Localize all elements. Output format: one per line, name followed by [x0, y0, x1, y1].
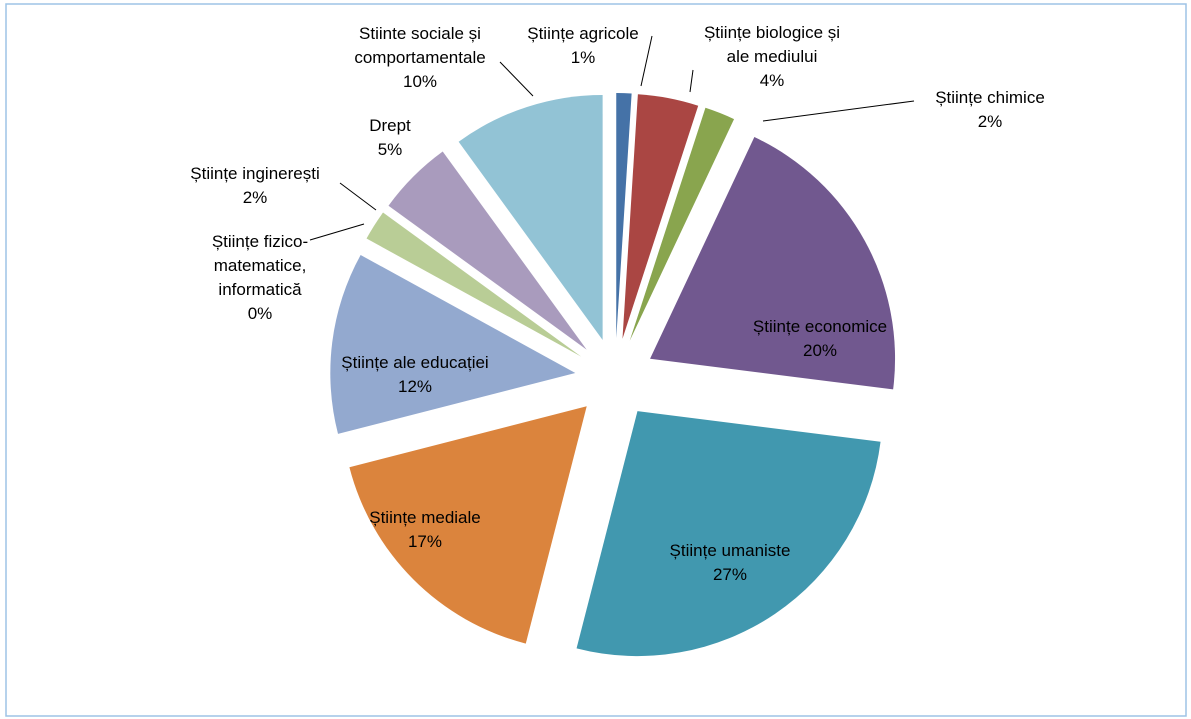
pie-slice — [366, 212, 582, 357]
value-label: 2% — [242, 188, 268, 207]
slice-label: Științe fizico- matematice, informatică 0… — [212, 230, 308, 326]
pie-slice — [458, 94, 603, 340]
pie-slice — [388, 151, 587, 350]
slice-label: Științe economice 20% — [753, 315, 887, 363]
leader-lines — [309, 35, 915, 241]
slice-label: Științe chimice 2% — [935, 86, 1045, 134]
pie-slice — [330, 254, 576, 434]
value-label: 17% — [407, 532, 443, 551]
category-label: Științe inginerești — [190, 164, 320, 183]
category-label: Științe umaniste — [669, 541, 791, 560]
slice-label: Stiinte sociale și comportamentale 10% — [354, 22, 485, 94]
category-label: Științe fizico- matematice, informatică — [211, 232, 309, 299]
frame — [5, 3, 1187, 717]
value-label: 27% — [712, 565, 748, 584]
leader-line — [499, 61, 534, 97]
slice-label: Științe inginerești 2% — [190, 162, 319, 210]
leader-line — [689, 69, 694, 93]
pie-slice — [349, 406, 587, 644]
value-label: 2% — [977, 112, 1003, 131]
category-label: Științe ale educației — [341, 353, 489, 372]
category-label: Științe agricole — [527, 24, 639, 43]
leader-line — [339, 182, 377, 211]
value-label: 12% — [397, 377, 433, 396]
slice-label: Științe umaniste 27% — [670, 539, 791, 587]
category-label: Științe mediale — [369, 508, 481, 527]
leader-line — [309, 223, 365, 241]
pie-slice — [629, 107, 735, 341]
category-label: Stiinte sociale și comportamentale — [354, 24, 486, 67]
slice-label: Științe agricole 1% — [527, 22, 639, 70]
category-label: Științe biologice și ale mediului — [703, 23, 841, 66]
slice-label: Științe biologice și ale mediului 4% — [704, 21, 840, 93]
value-label: 10% — [402, 72, 438, 91]
value-label: 1% — [570, 48, 596, 67]
pie-slice — [365, 240, 580, 359]
pie-slice — [616, 93, 632, 339]
category-label: Științe economice — [752, 317, 888, 336]
value-label: 0% — [247, 304, 273, 323]
slice-label: Drept 5% — [369, 114, 411, 162]
pie-slice — [576, 411, 881, 657]
value-label: 4% — [759, 71, 785, 90]
value-label: 20% — [802, 341, 838, 360]
slice-label: Științe ale educației 12% — [341, 351, 488, 399]
leader-line — [640, 35, 653, 87]
pie-slice — [622, 94, 699, 339]
value-label: 5% — [377, 140, 403, 159]
category-label: Științe chimice — [935, 88, 1045, 107]
leader-line — [762, 100, 915, 122]
pie-slice — [650, 137, 896, 390]
slice-label: Științe mediale 17% — [369, 506, 481, 554]
category-label: Drept — [369, 116, 411, 135]
